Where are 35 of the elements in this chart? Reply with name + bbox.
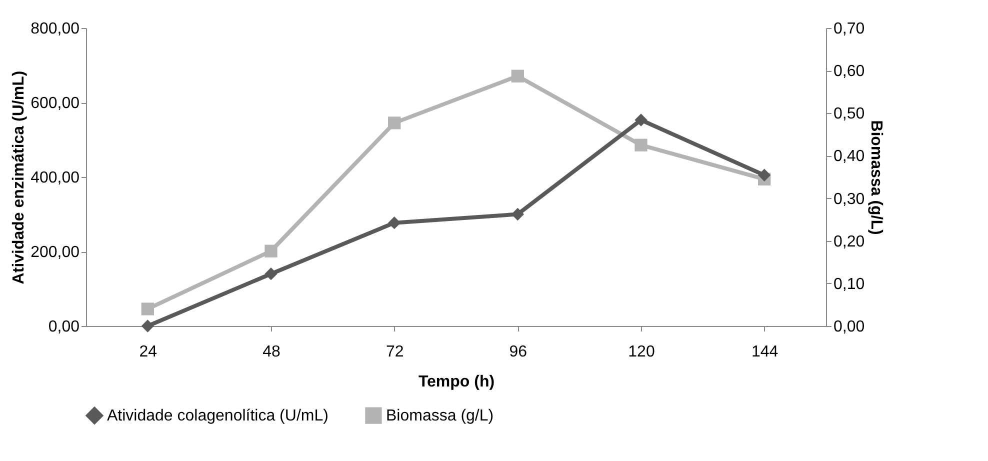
point (141, 320, 154, 332)
x-tick-label: 48 (262, 344, 280, 360)
point (511, 208, 524, 221)
y-tick-label: 400,00 (30, 170, 80, 186)
y2-tick-label: 0,00 (834, 318, 865, 336)
point (264, 244, 278, 258)
x-tick-label: 24 (139, 344, 158, 360)
point (634, 114, 648, 126)
point (634, 138, 648, 152)
y2-tick-label: 0,40 (834, 148, 865, 166)
y-tick-label: 800,00 (30, 20, 80, 38)
y-tick-label: 600,00 (30, 95, 80, 112)
x-tick-label: 120 (628, 344, 655, 360)
point (758, 168, 771, 182)
y2-tick-label: 0,50 (834, 106, 865, 123)
y-axis-title: Atividade enzimática (U/mL) (10, 70, 28, 284)
point (511, 70, 524, 82)
point (264, 268, 278, 280)
y2-axis-title: Biomassa (g/L) (868, 120, 885, 235)
y-tick-label: 0,00 (48, 318, 80, 336)
y2-tick-label: 0,10 (834, 276, 865, 293)
y2-tick-label: 0,30 (834, 190, 865, 208)
point (388, 216, 401, 230)
legend-label: Atividade colagenolítica (U/mL) (107, 408, 328, 425)
legend-label: Biomassa (g/L) (386, 408, 494, 425)
x-tick-label: 144 (751, 344, 778, 360)
point (388, 116, 401, 130)
y-tick-label: 200,00 (30, 244, 80, 261)
x-axis-title: Tempo (h) (418, 374, 495, 390)
y2-tick-label: 0,60 (834, 63, 865, 80)
point (141, 302, 154, 316)
x-tick-label: 96 (509, 344, 528, 360)
y2-tick-label: 0,20 (834, 233, 865, 250)
y2-tick-label: 0,70 (834, 20, 865, 38)
x-tick-label: 72 (386, 344, 404, 360)
